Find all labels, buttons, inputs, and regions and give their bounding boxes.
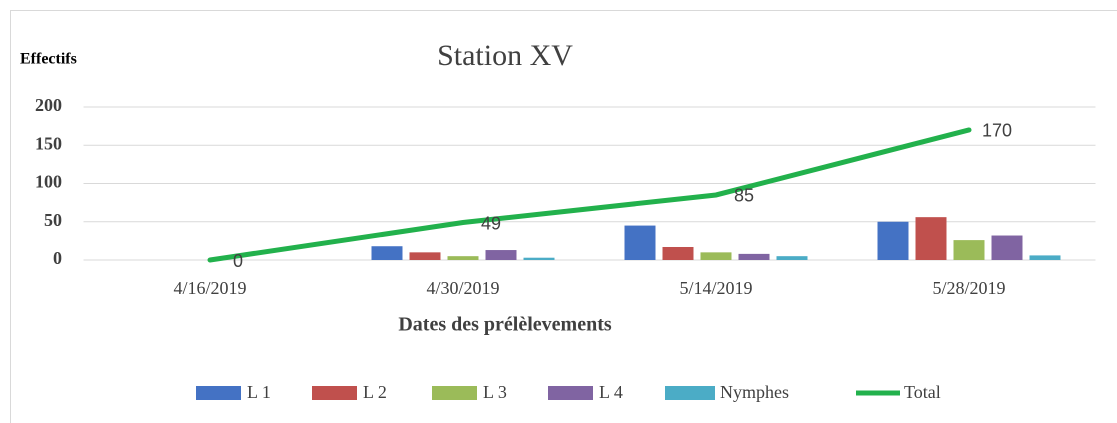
line <box>207 127 972 263</box>
chart-border <box>10 10 1117 423</box>
legend-swatch <box>548 386 593 400</box>
x-tick-label: 4/16/2019 <box>173 278 246 298</box>
bar <box>523 257 555 260</box>
y-tick-label: 200 <box>35 95 62 115</box>
y-tick-label: 0 <box>53 248 62 268</box>
bar <box>447 256 479 260</box>
legend-label: Total <box>904 382 941 402</box>
bar <box>1029 255 1061 260</box>
bar <box>409 252 441 260</box>
y-tick-label: 50 <box>44 210 62 230</box>
y-tick-label: 150 <box>35 133 62 153</box>
data-label: 170 <box>982 121 1012 141</box>
legend-label: Nymphes <box>720 382 789 402</box>
legend-label: L 1 <box>247 382 271 402</box>
x-axis-title: Dates des prélèlevements <box>398 314 611 336</box>
bar <box>915 217 947 260</box>
data-label: 0 <box>233 251 243 271</box>
chart-title: Station XV <box>437 39 573 72</box>
legend-swatch <box>665 386 715 400</box>
bar <box>624 225 656 260</box>
bar <box>485 250 517 260</box>
legend-label: L 2 <box>363 382 387 402</box>
x-tick-label: 5/28/2019 <box>932 278 1005 298</box>
bar <box>991 235 1023 260</box>
x-tick-label: 5/14/2019 <box>679 278 752 298</box>
x-tick-label: 4/30/2019 <box>426 278 499 298</box>
bar <box>662 246 694 260</box>
bar <box>738 253 770 260</box>
y-axis-title: Effectifs <box>20 51 77 68</box>
y-tick-label: 100 <box>35 172 62 192</box>
bar <box>877 221 909 260</box>
legend-label: L 3 <box>483 382 507 402</box>
bar <box>700 252 732 260</box>
data-label: 85 <box>734 186 754 206</box>
bar <box>776 256 808 260</box>
legend-swatch <box>312 386 357 400</box>
bar <box>953 240 985 260</box>
bar <box>371 246 403 260</box>
data-label: 49 <box>481 213 501 233</box>
legend-swatch <box>432 386 477 400</box>
legend-swatch <box>196 386 241 400</box>
legend-label: L 4 <box>599 382 623 402</box>
